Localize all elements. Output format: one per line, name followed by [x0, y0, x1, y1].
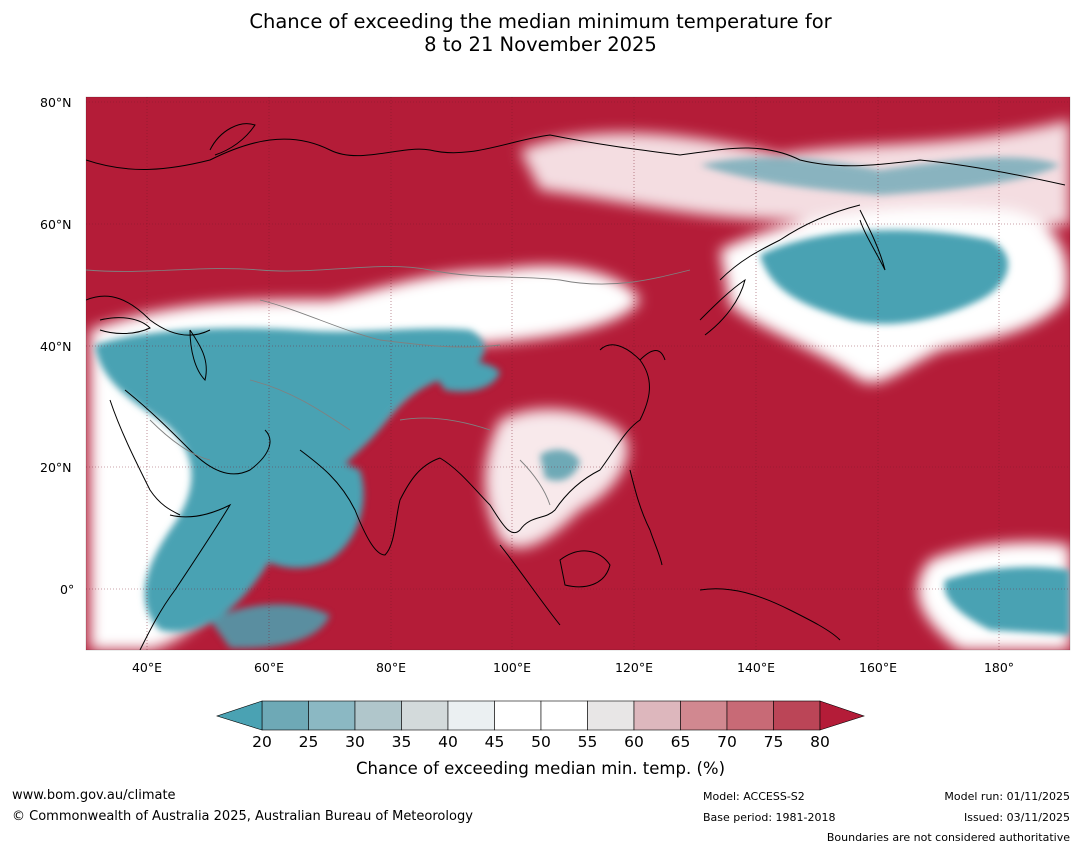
colorbar-tick-label: 45 — [484, 733, 505, 751]
colorbar-tick-label: 70 — [717, 733, 737, 751]
coast-new-guinea — [699, 588, 841, 641]
coast-borneo — [559, 550, 611, 588]
lon-label-40e: 40°E — [131, 660, 163, 675]
colorbar-tick-label: 25 — [298, 733, 319, 751]
cool-region-indochina — [540, 449, 580, 481]
colorbar-high-extend — [819, 700, 865, 731]
coast-southeast-asia — [439, 344, 650, 533]
colorbar-swatch — [401, 700, 449, 731]
colorbar-swatch — [354, 700, 402, 731]
colorbar-tick-label: 50 — [531, 733, 551, 751]
lon-label-80e: 80°E — [375, 660, 407, 675]
cool-region-tibet — [430, 360, 500, 392]
colorbar-tick-label: 75 — [763, 733, 784, 751]
base-period-text: Base period: 1981-2018 — [703, 811, 836, 824]
coast-arabia — [109, 389, 271, 516]
colorbar-tick-label: 60 — [624, 733, 644, 751]
lon-label-120e: 120°E — [614, 660, 654, 675]
colorbar-swatch — [726, 700, 774, 731]
cool-region-pacific — [944, 567, 1070, 635]
coast-africa-horn — [139, 503, 232, 650]
coast-sumatra — [499, 544, 561, 626]
colorbar-swatch — [540, 700, 588, 731]
coast-philippines — [629, 469, 663, 566]
colorbar-swatch — [447, 700, 495, 731]
cool-region-east-asia — [760, 230, 1009, 324]
colorbar-tick-label: 40 — [438, 733, 458, 751]
country-borders — [86, 266, 691, 506]
coast-novaya-zemlya — [209, 123, 256, 156]
colorbar-low-extend — [216, 700, 263, 731]
colorbar-tick-label: 35 — [391, 733, 412, 751]
cool-region-indian-ocean — [210, 604, 330, 649]
colorbar-swatch — [587, 700, 635, 731]
colorbar-swatch — [773, 700, 821, 731]
lon-label-60e: 60°E — [253, 660, 285, 675]
lat-label-20n: 20°N — [40, 460, 72, 475]
colorbar-tick-label: 55 — [577, 733, 598, 751]
colorbar-title: Chance of exceeding median min. temp. (%… — [355, 759, 726, 778]
coast-caspian — [189, 329, 207, 381]
lat-label-60n: 60°N — [40, 217, 72, 232]
colorbar-tick-label: 65 — [670, 733, 691, 751]
lat-label-0: 0° — [60, 582, 75, 597]
colorbar-swatch — [680, 700, 728, 731]
cool-region-arabian-sea — [214, 449, 364, 569]
boundaries-disclaimer: Boundaries are not considered authoritat… — [826, 831, 1070, 844]
lon-label-140e: 140°E — [736, 660, 776, 675]
model-text: Model: ACCESS-S2 — [703, 790, 805, 803]
colorbar — [216, 700, 865, 731]
coast-india — [299, 449, 441, 556]
colorbar-swatch — [494, 700, 542, 731]
probability-map — [85, 96, 1071, 651]
colorbar-tick-label: 80 — [810, 733, 830, 751]
coast-russia-east — [719, 204, 861, 281]
coast-europe — [86, 295, 211, 336]
coast-arctic — [86, 134, 1066, 186]
colorbar-swatch — [261, 700, 309, 731]
coast-black-sea — [99, 317, 151, 334]
copyright-text: © Commonwealth of Australia 2025, Austra… — [12, 809, 473, 824]
coast-korea-japan — [639, 278, 746, 361]
lon-label-160e: 160°E — [858, 660, 898, 675]
graticule — [86, 97, 1070, 650]
issued-text: Issued: 03/11/2025 — [963, 811, 1070, 824]
lon-label-180: 180° — [983, 660, 1015, 675]
website-link[interactable]: www.bom.gov.au/climate — [12, 788, 176, 803]
below-median-regions — [95, 157, 1070, 649]
colorbar-swatch — [308, 700, 356, 731]
coast-kamchatka — [859, 209, 886, 271]
lon-label-100e: 100°E — [492, 660, 532, 675]
colorbar-tick-label: 30 — [345, 733, 365, 751]
map-frame — [85, 96, 1071, 651]
coastlines — [86, 123, 1066, 650]
colorbar-swatch — [633, 700, 681, 731]
chart-title-line-2: 8 to 21 November 2025 — [424, 33, 657, 56]
lat-label-40n: 40°N — [40, 339, 72, 354]
lat-label-80n: 80°N — [40, 95, 72, 110]
model-run-text: Model run: 01/11/2025 — [944, 790, 1070, 803]
chart-title-line-1: Chance of exceeding the median minimum t… — [249, 10, 832, 33]
colorbar-tick-label: 20 — [252, 733, 272, 751]
